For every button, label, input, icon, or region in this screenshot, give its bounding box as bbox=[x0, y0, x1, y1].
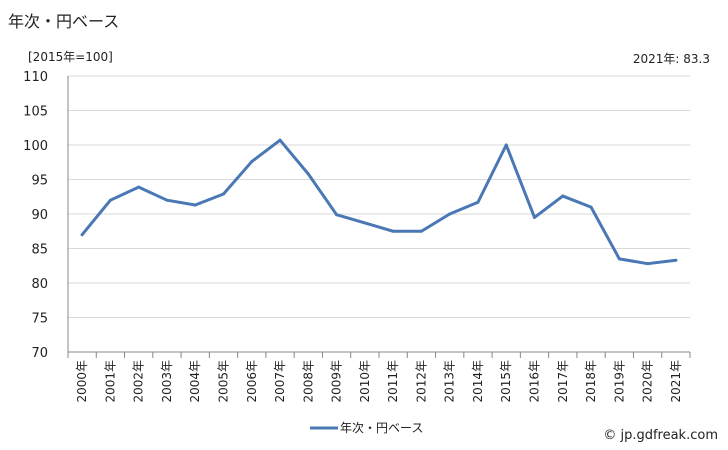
y-tick-label: 75 bbox=[31, 312, 48, 327]
data-point bbox=[193, 203, 197, 207]
y-tick-label: 105 bbox=[23, 105, 48, 120]
series-group bbox=[80, 138, 678, 266]
y-tick-label: 100 bbox=[23, 139, 48, 154]
x-tick-label: 2010年 bbox=[358, 360, 372, 403]
series-line bbox=[80, 138, 678, 266]
data-point bbox=[165, 198, 169, 202]
x-tick-label: 2004年 bbox=[188, 360, 202, 403]
data-point bbox=[561, 194, 565, 198]
source-credit: © jp.gdfreak.com bbox=[603, 428, 718, 443]
y-tick-label: 95 bbox=[31, 174, 48, 189]
data-point bbox=[674, 258, 678, 262]
data-point bbox=[504, 143, 508, 147]
x-tick-label: 2007年 bbox=[273, 360, 287, 403]
x-tick-label: 2020年 bbox=[641, 360, 655, 403]
x-tick-label: 2002年 bbox=[132, 360, 146, 403]
data-point bbox=[80, 233, 84, 237]
y-tick-label: 85 bbox=[31, 243, 48, 258]
x-axis-ticks: 2000年 2001年 2002年 2003年 2004年 2005年 2006年 2007年… bbox=[67, 352, 691, 403]
data-point bbox=[448, 212, 452, 216]
x-tick-label: 2013年 bbox=[443, 360, 457, 403]
y-axis-ticks: 70 75 80 85 90 95 100 105 110 bbox=[23, 70, 48, 361]
y-tick-label: 80 bbox=[31, 277, 48, 292]
chart-title: 年次・円ベース bbox=[8, 12, 120, 31]
data-point bbox=[222, 192, 225, 196]
y-tick-label: 90 bbox=[31, 208, 48, 223]
data-point bbox=[646, 262, 650, 266]
data-point bbox=[363, 221, 367, 225]
data-point bbox=[589, 205, 593, 209]
data-point bbox=[250, 160, 254, 164]
x-tick-label: 2006年 bbox=[245, 360, 259, 403]
data-point bbox=[108, 198, 112, 202]
x-tick-label: 2015年 bbox=[499, 360, 513, 403]
data-point bbox=[476, 200, 480, 204]
unit-label: [2015年=100] bbox=[28, 50, 113, 64]
x-tick-label: 2012年 bbox=[414, 360, 428, 403]
grid-lines bbox=[67, 75, 690, 353]
data-point bbox=[419, 229, 423, 233]
latest-value-label: 2021年: 83.3 bbox=[632, 52, 710, 66]
data-point bbox=[335, 213, 339, 217]
data-point bbox=[278, 138, 282, 142]
x-tick-label: 2000年 bbox=[75, 360, 89, 403]
x-tick-label: 2008年 bbox=[301, 360, 315, 403]
legend: 年次・円ベース bbox=[310, 421, 423, 435]
x-tick-label: 2011年 bbox=[386, 360, 400, 403]
x-tick-label: 2018年 bbox=[584, 360, 598, 403]
y-tick-label: 110 bbox=[23, 70, 48, 85]
legend-label: 年次・円ベース bbox=[340, 421, 423, 435]
x-tick-label: 2003年 bbox=[160, 360, 174, 403]
x-tick-label: 2016年 bbox=[528, 360, 542, 403]
data-point bbox=[306, 172, 310, 176]
x-tick-label: 2017年 bbox=[556, 360, 570, 403]
x-tick-label: 2001年 bbox=[103, 360, 117, 403]
x-tick-label: 2009年 bbox=[330, 360, 344, 403]
data-point bbox=[391, 229, 395, 233]
x-tick-label: 2014年 bbox=[471, 360, 485, 403]
x-tick-label: 2005年 bbox=[217, 360, 231, 403]
data-point bbox=[617, 257, 621, 261]
x-tick-label: 2021年 bbox=[669, 360, 683, 403]
data-point bbox=[137, 185, 141, 189]
x-tick-label: 2019年 bbox=[612, 360, 626, 403]
y-tick-label: 70 bbox=[31, 346, 48, 361]
data-point bbox=[533, 215, 536, 219]
